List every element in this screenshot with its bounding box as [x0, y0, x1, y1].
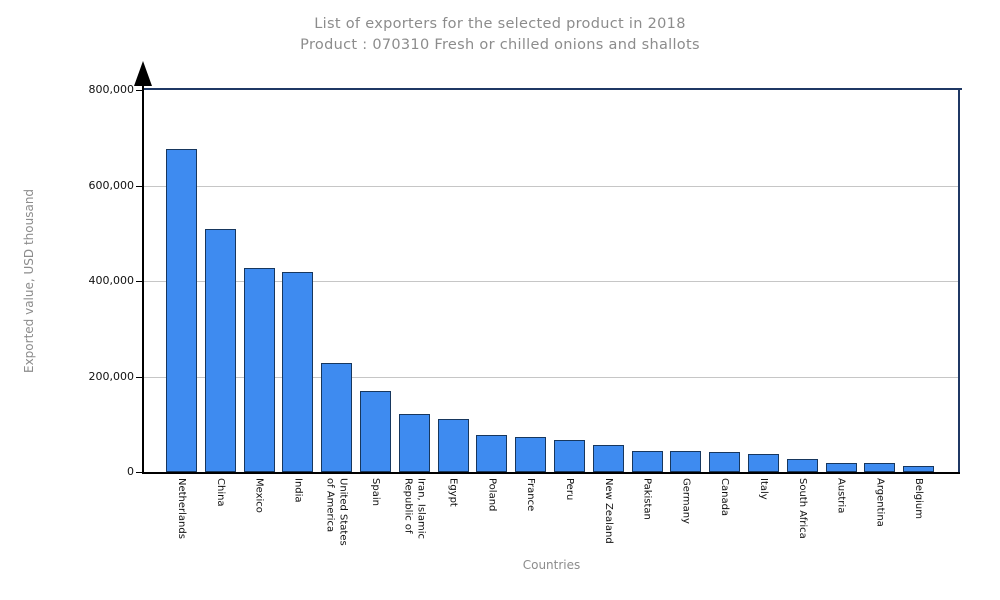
- x-tick-label-egypt: Egypt: [447, 478, 459, 507]
- y-tick-mark-400000: [136, 281, 143, 282]
- x-axis-title: Countries: [522, 558, 581, 572]
- bar-poland: [476, 435, 508, 472]
- x-tick-label-mexico: Mexico: [253, 478, 265, 513]
- chart-title: List of exporters for the selected produ…: [0, 14, 1000, 56]
- bar-new-zealand: [592, 445, 624, 472]
- bar-mexico: [243, 268, 275, 472]
- x-axis-line: [143, 472, 960, 474]
- bar-germany: [670, 451, 702, 472]
- y-tick-label-200000: 200,000: [88, 370, 135, 383]
- x-tick-label-spain: Spain: [370, 478, 381, 506]
- bar-netherlands: [166, 149, 197, 472]
- x-tick-label-argentina: Argentina: [874, 478, 886, 527]
- y-tick-label-400000: 400,000: [88, 274, 135, 287]
- chart-title-line1: List of exporters for the selected produ…: [314, 16, 686, 32]
- chart-title-line2: Product : 070310 Fresh or chilled onions…: [300, 37, 700, 53]
- plot-area: [143, 90, 958, 472]
- x-tick-label-iran-islamic-republic-of: Iran, Islamic Republic of: [402, 478, 427, 539]
- x-tick-label-india: India: [292, 478, 304, 503]
- x-tick-label-belgium: Belgium: [913, 478, 925, 519]
- x-tick-label-germany: Germany: [680, 478, 692, 524]
- x-tick-label-canada: Canada: [719, 478, 731, 517]
- x-tick-label-united-states-of-america: United States of America: [324, 478, 349, 546]
- bar-argentina: [864, 463, 896, 472]
- y-tick-mark-0: [136, 472, 143, 473]
- x-tick-label-netherlands: Netherlands: [176, 478, 187, 539]
- bar-egypt: [437, 419, 469, 472]
- y-tick-label-0: 0: [127, 465, 134, 478]
- bar-peru: [554, 440, 585, 472]
- bar-india: [282, 272, 314, 472]
- y-axis-line: [142, 64, 144, 474]
- y-tick-label-800000: 800,000: [88, 83, 135, 96]
- bar-canada: [709, 452, 741, 472]
- bar-france: [515, 437, 547, 472]
- bar-pakistan: [631, 451, 663, 472]
- x-tick-label-peru: Peru: [564, 478, 575, 501]
- bar-italy: [748, 454, 779, 472]
- bar-spain: [360, 391, 391, 472]
- y-tick-label-600000: 600,000: [88, 179, 135, 192]
- bar-iran-islamic-republic-of: [398, 414, 430, 472]
- x-tick-label-france: France: [525, 478, 537, 512]
- bar-china: [204, 229, 236, 472]
- bar-south-africa: [786, 459, 818, 472]
- x-tick-label-pakistan: Pakistan: [641, 478, 653, 520]
- gridline-600000: [143, 185, 958, 187]
- y-tick-mark-200000: [136, 377, 143, 378]
- x-tick-label-italy: Italy: [758, 478, 769, 500]
- x-tick-label-south-africa: South Africa: [796, 478, 808, 539]
- y-tick-mark-600000: [136, 186, 143, 187]
- x-tick-label-poland: Poland: [486, 478, 498, 512]
- x-tick-label-new-zealand: New Zealand: [602, 478, 614, 544]
- bar-austria: [825, 463, 857, 472]
- x-tick-label-austria: Austria: [835, 478, 847, 514]
- bar-belgium: [903, 466, 935, 472]
- plot-frame-top: [143, 88, 962, 90]
- bar-united-states-of-america: [321, 363, 353, 472]
- gridline-200000: [143, 376, 958, 378]
- plot-frame-right: [958, 88, 960, 474]
- y-axis-title: Exported value, USD thousand: [22, 188, 36, 374]
- x-tick-label-china: China: [214, 478, 226, 507]
- gridline-400000: [143, 281, 958, 282]
- y-tick-mark-800000: [136, 90, 143, 91]
